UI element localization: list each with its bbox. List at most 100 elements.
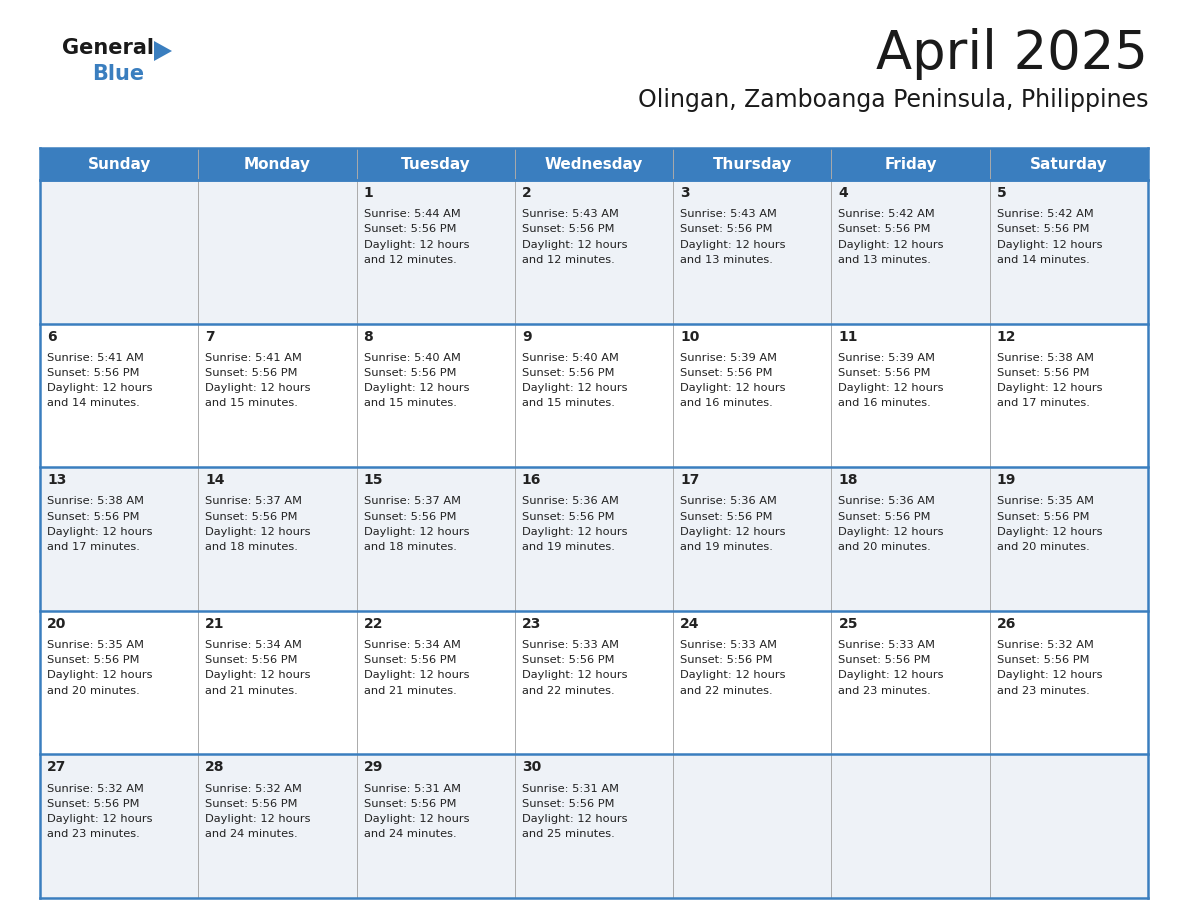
Text: 9: 9 <box>522 330 531 343</box>
Text: Blue: Blue <box>91 64 144 84</box>
Text: 30: 30 <box>522 760 541 775</box>
Text: 18: 18 <box>839 473 858 487</box>
Text: and 21 minutes.: and 21 minutes. <box>364 686 456 696</box>
Text: 23: 23 <box>522 617 542 631</box>
Text: and 24 minutes.: and 24 minutes. <box>364 829 456 839</box>
Text: Daylight: 12 hours: Daylight: 12 hours <box>681 383 785 393</box>
Text: 20: 20 <box>48 617 67 631</box>
Text: Sunrise: 5:44 AM: Sunrise: 5:44 AM <box>364 209 460 219</box>
Bar <box>40 148 1148 180</box>
Text: Sunset: 5:56 PM: Sunset: 5:56 PM <box>364 655 456 666</box>
Text: 26: 26 <box>997 617 1016 631</box>
Text: Daylight: 12 hours: Daylight: 12 hours <box>48 670 152 680</box>
Text: Daylight: 12 hours: Daylight: 12 hours <box>364 814 469 824</box>
Bar <box>40 610 1148 755</box>
Text: Sunset: 5:56 PM: Sunset: 5:56 PM <box>364 224 456 234</box>
Text: Sunrise: 5:39 AM: Sunrise: 5:39 AM <box>681 353 777 363</box>
Text: 3: 3 <box>681 186 690 200</box>
Text: Sunset: 5:56 PM: Sunset: 5:56 PM <box>48 368 139 378</box>
Text: Daylight: 12 hours: Daylight: 12 hours <box>839 670 944 680</box>
Text: Sunrise: 5:35 AM: Sunrise: 5:35 AM <box>48 640 144 650</box>
Text: Daylight: 12 hours: Daylight: 12 hours <box>48 814 152 824</box>
Text: Daylight: 12 hours: Daylight: 12 hours <box>522 670 627 680</box>
Text: and 14 minutes.: and 14 minutes. <box>997 255 1089 265</box>
Text: Sunrise: 5:41 AM: Sunrise: 5:41 AM <box>48 353 144 363</box>
Text: Sunset: 5:56 PM: Sunset: 5:56 PM <box>681 511 772 521</box>
Text: and 18 minutes.: and 18 minutes. <box>206 542 298 552</box>
Text: 28: 28 <box>206 760 225 775</box>
Text: Daylight: 12 hours: Daylight: 12 hours <box>997 670 1102 680</box>
Text: and 19 minutes.: and 19 minutes. <box>522 542 614 552</box>
Text: April 2025: April 2025 <box>876 28 1148 80</box>
Text: 11: 11 <box>839 330 858 343</box>
Text: and 18 minutes.: and 18 minutes. <box>364 542 456 552</box>
Text: Daylight: 12 hours: Daylight: 12 hours <box>364 527 469 537</box>
Bar <box>40 467 1148 610</box>
Text: 21: 21 <box>206 617 225 631</box>
Text: 16: 16 <box>522 473 542 487</box>
Text: 15: 15 <box>364 473 383 487</box>
Text: Daylight: 12 hours: Daylight: 12 hours <box>997 240 1102 250</box>
Text: Sunset: 5:56 PM: Sunset: 5:56 PM <box>681 224 772 234</box>
Polygon shape <box>154 41 172 61</box>
Text: Daylight: 12 hours: Daylight: 12 hours <box>522 814 627 824</box>
Text: Sunset: 5:56 PM: Sunset: 5:56 PM <box>839 368 931 378</box>
Text: and 24 minutes.: and 24 minutes. <box>206 829 298 839</box>
Text: Sunrise: 5:36 AM: Sunrise: 5:36 AM <box>839 497 935 507</box>
Text: Sunrise: 5:38 AM: Sunrise: 5:38 AM <box>997 353 1094 363</box>
Text: Tuesday: Tuesday <box>400 156 470 172</box>
Text: Friday: Friday <box>884 156 937 172</box>
Text: Daylight: 12 hours: Daylight: 12 hours <box>681 527 785 537</box>
Text: Sunset: 5:56 PM: Sunset: 5:56 PM <box>997 511 1089 521</box>
Text: Thursday: Thursday <box>713 156 792 172</box>
Text: Daylight: 12 hours: Daylight: 12 hours <box>48 383 152 393</box>
Text: Sunset: 5:56 PM: Sunset: 5:56 PM <box>839 511 931 521</box>
Text: Daylight: 12 hours: Daylight: 12 hours <box>206 670 311 680</box>
Text: and 20 minutes.: and 20 minutes. <box>48 686 140 696</box>
Text: and 16 minutes.: and 16 minutes. <box>839 398 931 409</box>
Text: Daylight: 12 hours: Daylight: 12 hours <box>522 240 627 250</box>
Text: Olingan, Zamboanga Peninsula, Philippines: Olingan, Zamboanga Peninsula, Philippine… <box>638 88 1148 112</box>
Text: 27: 27 <box>48 760 67 775</box>
Text: 22: 22 <box>364 617 383 631</box>
Text: Sunrise: 5:32 AM: Sunrise: 5:32 AM <box>997 640 1094 650</box>
Text: Daylight: 12 hours: Daylight: 12 hours <box>839 527 944 537</box>
Text: 14: 14 <box>206 473 225 487</box>
Text: and 23 minutes.: and 23 minutes. <box>997 686 1089 696</box>
Text: Sunset: 5:56 PM: Sunset: 5:56 PM <box>364 368 456 378</box>
Text: and 12 minutes.: and 12 minutes. <box>522 255 614 265</box>
Text: Saturday: Saturday <box>1030 156 1107 172</box>
Text: 4: 4 <box>839 186 848 200</box>
Bar <box>40 324 1148 467</box>
Text: and 13 minutes.: and 13 minutes. <box>839 255 931 265</box>
Text: Sunrise: 5:39 AM: Sunrise: 5:39 AM <box>839 353 935 363</box>
Text: Daylight: 12 hours: Daylight: 12 hours <box>364 670 469 680</box>
Text: General: General <box>62 38 154 58</box>
Text: Sunset: 5:56 PM: Sunset: 5:56 PM <box>48 799 139 809</box>
Text: Sunset: 5:56 PM: Sunset: 5:56 PM <box>206 799 298 809</box>
Text: Wednesday: Wednesday <box>545 156 643 172</box>
Text: and 25 minutes.: and 25 minutes. <box>522 829 614 839</box>
Text: Sunrise: 5:37 AM: Sunrise: 5:37 AM <box>206 497 302 507</box>
Text: Daylight: 12 hours: Daylight: 12 hours <box>522 383 627 393</box>
Text: Sunrise: 5:32 AM: Sunrise: 5:32 AM <box>206 784 302 793</box>
Text: Sunrise: 5:33 AM: Sunrise: 5:33 AM <box>522 640 619 650</box>
Text: Daylight: 12 hours: Daylight: 12 hours <box>48 527 152 537</box>
Text: 6: 6 <box>48 330 57 343</box>
Text: Sunrise: 5:38 AM: Sunrise: 5:38 AM <box>48 497 144 507</box>
Text: and 17 minutes.: and 17 minutes. <box>48 542 140 552</box>
Text: Daylight: 12 hours: Daylight: 12 hours <box>997 527 1102 537</box>
Text: and 14 minutes.: and 14 minutes. <box>48 398 140 409</box>
Text: Sunset: 5:56 PM: Sunset: 5:56 PM <box>681 368 772 378</box>
Text: Sunrise: 5:32 AM: Sunrise: 5:32 AM <box>48 784 144 793</box>
Text: and 20 minutes.: and 20 minutes. <box>997 542 1089 552</box>
Text: Sunrise: 5:43 AM: Sunrise: 5:43 AM <box>522 209 619 219</box>
Text: Daylight: 12 hours: Daylight: 12 hours <box>206 383 311 393</box>
Text: Sunset: 5:56 PM: Sunset: 5:56 PM <box>206 368 298 378</box>
Text: 10: 10 <box>681 330 700 343</box>
Text: Sunrise: 5:40 AM: Sunrise: 5:40 AM <box>364 353 461 363</box>
Text: Daylight: 12 hours: Daylight: 12 hours <box>839 383 944 393</box>
Text: Sunrise: 5:31 AM: Sunrise: 5:31 AM <box>522 784 619 793</box>
Text: Sunrise: 5:34 AM: Sunrise: 5:34 AM <box>364 640 461 650</box>
Text: Sunrise: 5:42 AM: Sunrise: 5:42 AM <box>997 209 1093 219</box>
